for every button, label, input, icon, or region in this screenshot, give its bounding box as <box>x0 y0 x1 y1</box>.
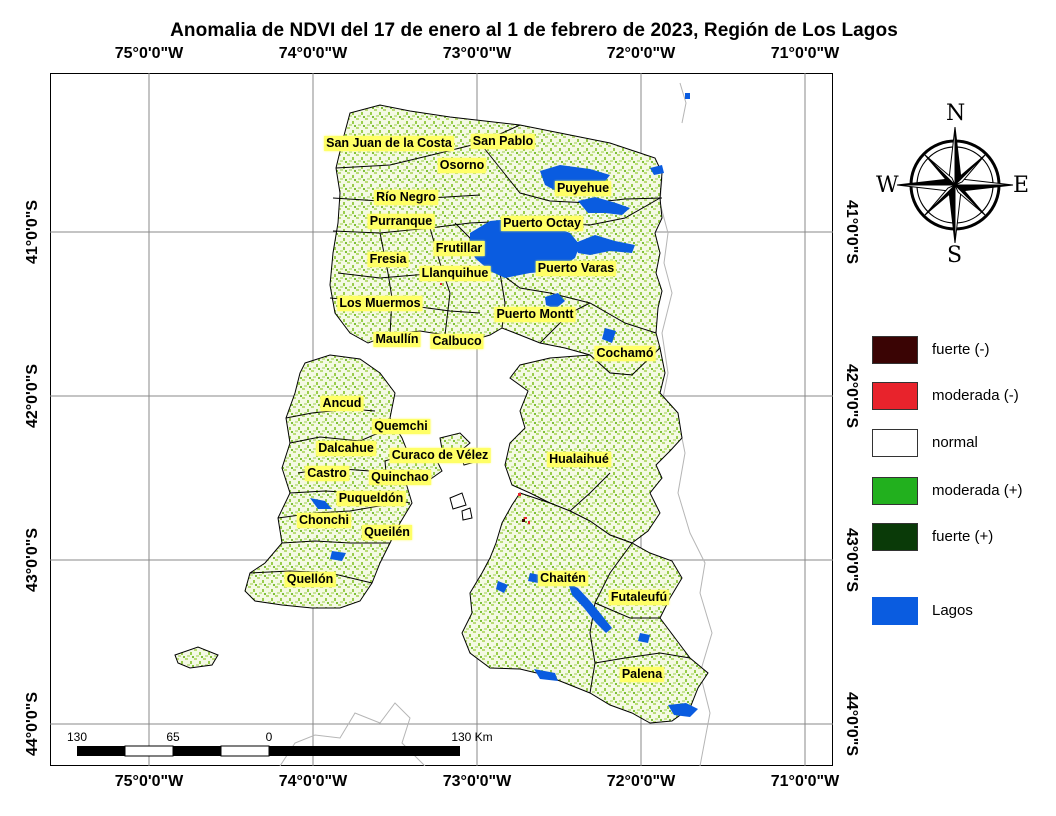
scale-tick-label: 0 <box>265 730 273 744</box>
legend-label: Lagos <box>932 602 973 619</box>
lon-label-top: 75°0'0"W <box>114 45 184 62</box>
lat-label-left: 44°0'0"S <box>24 691 41 757</box>
comuna-label: San Pablo <box>470 134 536 149</box>
legend-swatch <box>872 336 918 364</box>
lon-label-top: 74°0'0"W <box>278 45 348 62</box>
lon-label-top: 71°0'0"W <box>770 45 840 62</box>
compass-north-label: N <box>946 101 966 126</box>
legend-label: normal <box>932 434 978 451</box>
comuna-label: Castro <box>305 466 349 481</box>
legend-label: moderada (+) <box>932 482 1023 499</box>
comuna-label: Queilén <box>362 525 412 540</box>
lon-label-bottom: 74°0'0"W <box>278 773 348 790</box>
map-canvas <box>50 73 833 766</box>
lat-label-left: 41°0'0"S <box>24 199 41 265</box>
compass-rose-icon <box>896 126 1014 244</box>
legend-swatch <box>872 429 918 457</box>
comuna-label: Dalcahue <box>316 441 376 456</box>
lon-label-bottom: 72°0'0"W <box>606 773 676 790</box>
comuna-label: Puqueldón <box>336 491 406 506</box>
lat-label-right: 44°0'0"S <box>843 691 860 757</box>
comuna-label: Los Muermos <box>337 296 423 311</box>
legend-label: moderada (-) <box>932 387 1019 404</box>
lat-label-right: 41°0'0"S <box>843 199 860 265</box>
compass-south-label: S <box>947 243 963 268</box>
lon-label-bottom: 71°0'0"W <box>770 773 840 790</box>
legend-swatch <box>872 382 918 410</box>
legend-swatch <box>872 477 918 505</box>
comuna-label: Puerto Octay <box>501 216 583 231</box>
compass-east-label: E <box>1013 173 1030 198</box>
comuna-label: Palena <box>619 667 665 682</box>
lake-todos-santos <box>575 235 635 255</box>
scale-bar <box>77 745 460 757</box>
lon-label-top: 72°0'0"W <box>606 45 676 62</box>
legend-label: fuerte (+) <box>932 528 994 545</box>
comuna-label: Frutillar <box>433 241 485 256</box>
comuna-label: Quinchao <box>369 470 431 485</box>
comuna-label: Chonchi <box>297 513 351 528</box>
lon-label-bottom: 75°0'0"W <box>114 773 184 790</box>
strong-negative-spots <box>522 519 525 522</box>
comuna-label: Curaco de Vélez <box>389 448 491 463</box>
comuna-label: Quemchi <box>372 419 430 434</box>
lake-chapo <box>545 293 565 309</box>
legend-swatch <box>872 597 918 625</box>
comuna-label: Río Negro <box>374 190 438 205</box>
island-guafo <box>174 646 219 669</box>
comuna-label: Hualaihué <box>547 452 611 467</box>
scale-tick-label: 65 <box>166 730 180 744</box>
comuna-label: Fresia <box>367 252 409 267</box>
comuna-label: Puerto Varas <box>535 261 617 276</box>
lake-rupanco <box>578 197 630 215</box>
scale-tick-label: 130 <box>66 730 88 744</box>
lon-label-top: 73°0'0"W <box>442 45 512 62</box>
comuna-label: Calbuco <box>430 334 484 349</box>
lon-label-bottom: 73°0'0"W <box>442 773 512 790</box>
compass-west-label: W <box>876 173 899 198</box>
comuna-label: Purranque <box>367 214 435 229</box>
comuna-label: San Juan de la Costa <box>324 136 454 151</box>
comuna-label: Ancud <box>320 396 364 411</box>
lake-yelcho <box>568 583 612 633</box>
scale-tick-label: 130 Km <box>451 730 493 744</box>
comuna-label: Chaitén <box>538 571 588 586</box>
legend-label: fuerte (-) <box>932 341 990 358</box>
comuna-label: Llanquihue <box>419 266 491 281</box>
lat-label-left: 43°0'0"S <box>24 527 41 593</box>
comuna-label: Futaleufú <box>608 590 670 605</box>
negative-anomaly-spots <box>440 283 530 524</box>
comuna-label: Maullín <box>373 332 421 347</box>
lake-palena <box>668 703 698 717</box>
comuna-label: Puerto Montt <box>494 307 576 322</box>
map-title: Anomalia de NDVI del 17 de enero al 1 de… <box>170 20 898 41</box>
lat-label-left: 42°0'0"S <box>24 363 41 429</box>
comuna-label: Puyehue <box>554 181 612 196</box>
legend-swatch <box>872 523 918 551</box>
comuna-label: Quellón <box>284 572 336 587</box>
lat-label-right: 42°0'0"S <box>843 363 860 429</box>
comuna-label: Osorno <box>437 158 487 173</box>
comuna-label: Cochamó <box>594 346 656 361</box>
lat-label-right: 43°0'0"S <box>843 527 860 593</box>
